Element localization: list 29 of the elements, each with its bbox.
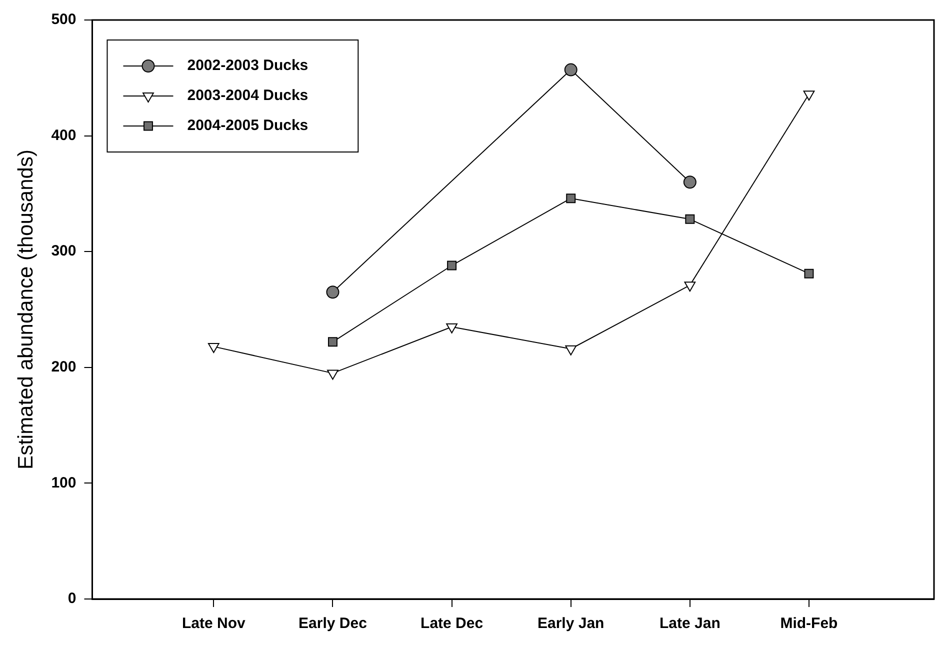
point: [447, 260, 457, 270]
x-tick-label: Late Dec: [420, 615, 484, 632]
point: [565, 345, 577, 356]
legend-label: 2004-2005 Ducks: [187, 117, 308, 134]
legend-label: 2002-2003 Ducks: [187, 57, 308, 74]
point: [208, 343, 220, 354]
x-tick-label: Late Nov: [182, 615, 246, 632]
x-tick-label: Mid-Feb: [780, 615, 838, 632]
point: [804, 268, 814, 278]
point: [446, 323, 458, 334]
point: [564, 63, 578, 76]
x-tick-label: Late Jan: [659, 615, 720, 632]
point: [685, 214, 695, 224]
y-tick-label: 200: [51, 358, 76, 376]
y-tick-label: 400: [51, 126, 76, 144]
point: [328, 337, 338, 347]
y-tick-label: 0: [68, 590, 76, 608]
legend-label: 2003-2004 Ducks: [187, 87, 308, 104]
y-tick-label: 300: [51, 242, 76, 260]
x-tick-label: Early Dec: [298, 615, 367, 632]
point: [683, 176, 696, 189]
y-tick-label: 100: [51, 474, 76, 492]
y-tick-label: 500: [51, 11, 76, 28]
point: [327, 370, 338, 380]
point: [684, 282, 696, 292]
x-tick-label: Early Jan: [538, 615, 604, 632]
point: [566, 194, 576, 204]
point: [326, 286, 340, 299]
y-axis-title: Estimated abundance (thousands): [14, 150, 38, 470]
